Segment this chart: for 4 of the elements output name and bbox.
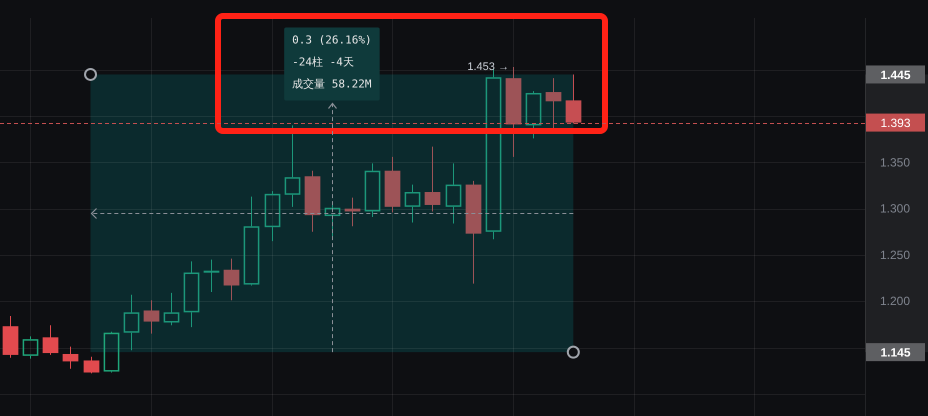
ref-line-label: 1.393 bbox=[880, 116, 911, 130]
band-label: 0.3 (26.16%) bbox=[292, 33, 372, 46]
annotation: 成交量 58.22M bbox=[292, 77, 372, 90]
annotation: -24柱 -4天 bbox=[292, 55, 354, 68]
